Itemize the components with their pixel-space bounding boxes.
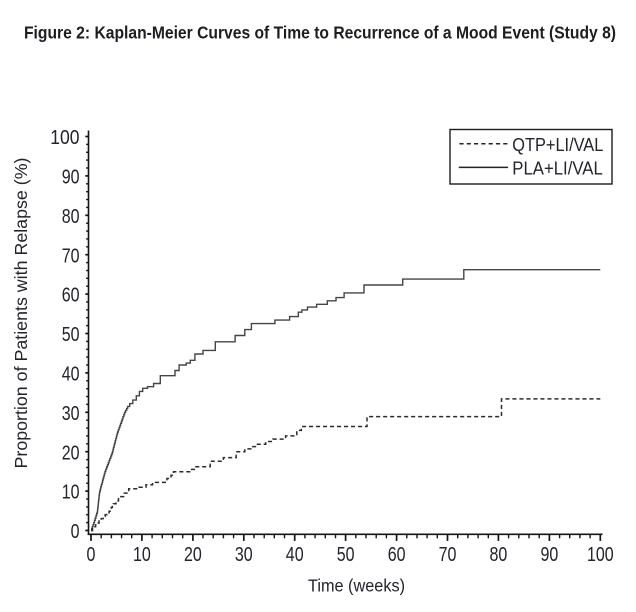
svg-text:0: 0 [87,544,96,566]
svg-text:80: 80 [490,544,508,566]
svg-text:10: 10 [133,544,151,566]
svg-text:70: 70 [62,245,80,267]
svg-text:50: 50 [337,544,355,566]
svg-text:Proportion of Patients with Re: Proportion of Patients with Relapse (%) [12,158,31,469]
svg-text:100: 100 [587,544,614,566]
svg-text:40: 40 [62,364,80,386]
svg-text:0: 0 [71,521,80,543]
svg-text:Time (weeks): Time (weeks) [308,577,405,596]
svg-text:20: 20 [184,544,202,566]
svg-text:Figure 2: Kaplan-Meier Curves: Figure 2: Kaplan-Meier Curves of Time to… [24,24,616,43]
svg-text:90: 90 [541,544,559,566]
svg-text:QTP+LI/VAL: QTP+LI/VAL [512,134,603,155]
svg-text:10: 10 [62,482,80,504]
svg-text:40: 40 [286,544,304,566]
svg-text:PLA+LI/VAL: PLA+LI/VAL [512,158,603,179]
svg-text:70: 70 [439,544,457,566]
svg-text:60: 60 [62,285,80,307]
svg-text:30: 30 [235,544,253,566]
svg-text:80: 80 [62,206,80,228]
svg-text:50: 50 [62,324,80,346]
svg-text:30: 30 [62,403,80,425]
svg-text:100: 100 [50,127,79,149]
svg-text:60: 60 [388,544,406,566]
svg-text:90: 90 [62,167,80,189]
svg-text:20: 20 [62,442,80,464]
